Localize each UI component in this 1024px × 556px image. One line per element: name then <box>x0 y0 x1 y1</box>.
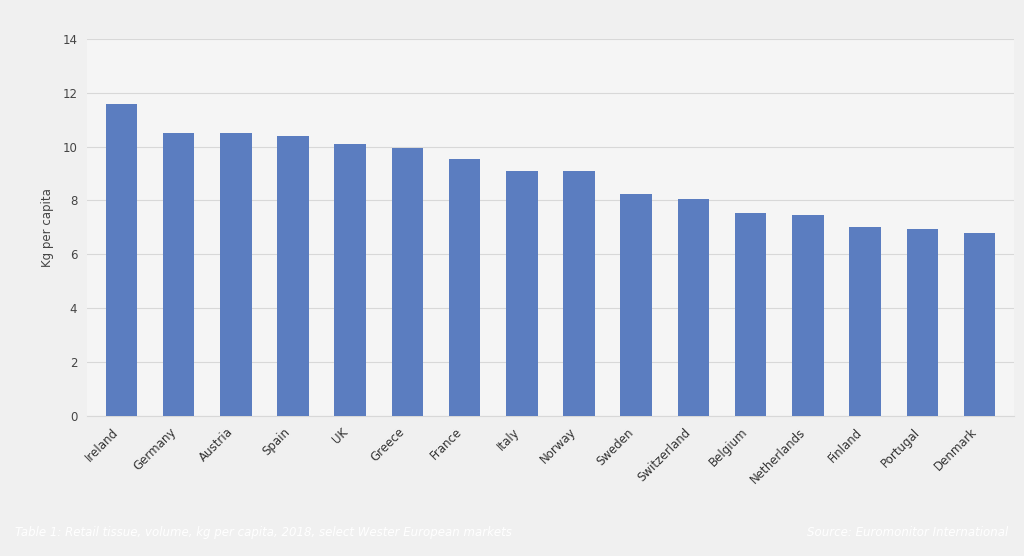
Bar <box>621 193 652 416</box>
Bar <box>793 215 823 416</box>
Bar <box>906 229 938 416</box>
Text: Table 1: Retail tissue, volume, kg per capita, 2018, select Wester European mark: Table 1: Retail tissue, volume, kg per c… <box>15 526 512 539</box>
Bar <box>506 171 538 416</box>
Bar <box>678 199 710 416</box>
Bar <box>278 136 308 416</box>
Bar <box>391 148 423 416</box>
Bar <box>964 233 995 416</box>
Bar <box>105 103 137 416</box>
Bar <box>163 133 195 416</box>
Bar <box>449 159 480 416</box>
Bar <box>849 227 881 416</box>
Bar <box>563 171 595 416</box>
Bar <box>335 144 366 416</box>
Bar <box>735 212 766 416</box>
Bar <box>220 133 252 416</box>
Text: Source: Euromonitor International: Source: Euromonitor International <box>807 526 1009 539</box>
Y-axis label: Kg per capita: Kg per capita <box>41 188 54 267</box>
